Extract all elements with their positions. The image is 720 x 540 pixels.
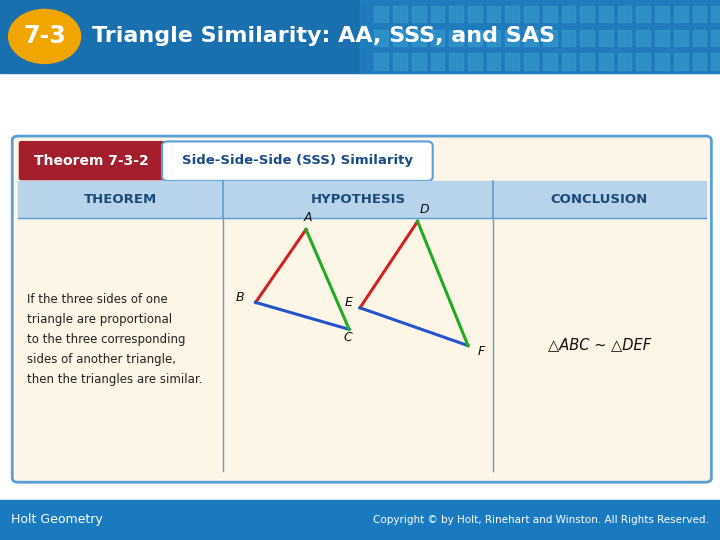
Bar bbox=[468, 53, 482, 70]
Bar bbox=[636, 6, 650, 22]
Circle shape bbox=[9, 10, 81, 63]
Bar bbox=[655, 6, 669, 22]
Bar bbox=[0, 500, 720, 540]
Text: Side-Side-Side (SSS) Similarity: Side-Side-Side (SSS) Similarity bbox=[182, 154, 413, 167]
Text: Triangle Similarity: AA, SSS, and SAS: Triangle Similarity: AA, SSS, and SAS bbox=[92, 26, 555, 46]
Bar bbox=[487, 53, 500, 70]
Bar bbox=[618, 30, 631, 46]
Text: F: F bbox=[477, 345, 485, 359]
Bar bbox=[374, 30, 388, 46]
Text: THEOREM: THEOREM bbox=[84, 193, 157, 206]
Text: E: E bbox=[345, 295, 352, 309]
Bar bbox=[449, 30, 463, 46]
FancyBboxPatch shape bbox=[162, 141, 433, 181]
Bar bbox=[711, 30, 720, 46]
Bar bbox=[711, 53, 720, 70]
Bar bbox=[360, 0, 720, 73]
Bar bbox=[393, 6, 407, 22]
Bar bbox=[618, 53, 631, 70]
Bar bbox=[374, 6, 388, 22]
Bar bbox=[487, 6, 500, 22]
Bar bbox=[505, 53, 519, 70]
Bar bbox=[505, 6, 519, 22]
Bar bbox=[636, 53, 650, 70]
Bar bbox=[562, 30, 575, 46]
Bar bbox=[580, 30, 594, 46]
Bar bbox=[655, 30, 669, 46]
Bar bbox=[599, 53, 613, 70]
Bar bbox=[674, 30, 688, 46]
Text: 7-3: 7-3 bbox=[23, 24, 66, 49]
Text: If the three sides of one
triangle are proportional
to the three corresponding
s: If the three sides of one triangle are p… bbox=[27, 293, 202, 386]
Bar bbox=[693, 53, 706, 70]
Bar bbox=[543, 30, 557, 46]
Bar bbox=[0, 0, 720, 73]
Text: B: B bbox=[235, 291, 244, 305]
Bar bbox=[693, 30, 706, 46]
Bar bbox=[618, 6, 631, 22]
Bar bbox=[655, 53, 669, 70]
Bar bbox=[674, 6, 688, 22]
Bar bbox=[18, 181, 223, 218]
Bar bbox=[431, 6, 444, 22]
Bar bbox=[393, 53, 407, 70]
Bar bbox=[493, 181, 706, 218]
Bar bbox=[412, 53, 426, 70]
Bar bbox=[412, 30, 426, 46]
Bar bbox=[543, 6, 557, 22]
Bar bbox=[431, 30, 444, 46]
Text: HYPOTHESIS: HYPOTHESIS bbox=[310, 193, 406, 206]
Bar bbox=[636, 30, 650, 46]
Bar bbox=[412, 6, 426, 22]
Bar bbox=[468, 30, 482, 46]
Bar bbox=[487, 30, 500, 46]
Bar bbox=[562, 53, 575, 70]
Bar bbox=[524, 30, 538, 46]
Text: △ABC ~ △DEF: △ABC ~ △DEF bbox=[548, 337, 651, 352]
Bar bbox=[393, 30, 407, 46]
Bar bbox=[449, 6, 463, 22]
Text: C: C bbox=[343, 331, 352, 345]
FancyBboxPatch shape bbox=[12, 136, 711, 482]
Bar bbox=[449, 53, 463, 70]
Text: D: D bbox=[420, 202, 430, 216]
Text: Holt Geometry: Holt Geometry bbox=[11, 513, 102, 526]
Bar bbox=[599, 30, 613, 46]
Bar bbox=[674, 53, 688, 70]
Bar bbox=[543, 53, 557, 70]
Text: A: A bbox=[303, 211, 312, 224]
Bar bbox=[431, 53, 444, 70]
Text: CONCLUSION: CONCLUSION bbox=[551, 193, 648, 206]
Bar bbox=[693, 6, 706, 22]
FancyBboxPatch shape bbox=[19, 141, 165, 180]
Bar bbox=[580, 53, 594, 70]
Bar bbox=[580, 6, 594, 22]
Bar bbox=[711, 6, 720, 22]
Bar bbox=[599, 6, 613, 22]
Bar bbox=[374, 53, 388, 70]
Bar bbox=[524, 53, 538, 70]
Bar bbox=[524, 6, 538, 22]
Bar bbox=[223, 181, 493, 218]
Text: Copyright © by Holt, Rinehart and Winston. All Rights Reserved.: Copyright © by Holt, Rinehart and Winsto… bbox=[374, 515, 709, 525]
Text: Theorem 7-3-2: Theorem 7-3-2 bbox=[35, 154, 149, 167]
Bar bbox=[468, 6, 482, 22]
Bar bbox=[505, 30, 519, 46]
Bar bbox=[562, 6, 575, 22]
